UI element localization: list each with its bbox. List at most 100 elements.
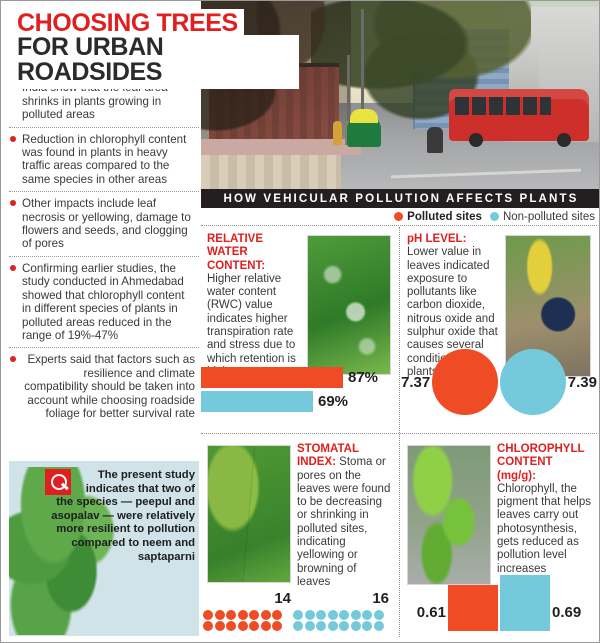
list-item: Experts said that factors such as resili… (9, 348, 199, 425)
page-title: CHOOSING TREES FOR URBAN ROADSIDES (9, 9, 299, 89)
pictogram-dot (237, 609, 248, 620)
bar-polluted (448, 585, 498, 631)
pictogram-dot (373, 621, 384, 631)
panel-chlorophyll-text: CHLOROPHYLL CONTENT (mg/g): Chlorophyll,… (407, 443, 591, 576)
pictogram-group-polluted: 14 (203, 590, 291, 631)
pictogram-dot (203, 621, 213, 631)
legend-label-non-polluted: Non-polluted sites (502, 210, 595, 223)
pictogram-dot (272, 609, 282, 620)
chart-stomatal-index: 14 16 (201, 589, 397, 631)
chart-relative-water-content: 87% 69% (201, 364, 397, 415)
photo-utility-pole (361, 9, 364, 129)
panel-divider-horizontal (201, 433, 597, 434)
chart-ph-level: 7.37 7.39 (401, 345, 597, 419)
chart-legend: Polluted sites Non-polluted sites (394, 208, 595, 225)
pictogram-dot (226, 609, 236, 620)
bullet-dot-icon (10, 200, 16, 207)
pictogram-dot (249, 621, 259, 631)
legend-dot-non-polluted-icon (489, 212, 499, 221)
photo-motorcyclist (427, 127, 443, 153)
panel-ph-level: pH LEVEL: Lower value in leaves indicate… (401, 227, 597, 423)
panel-stomatal-text: STOMATAL INDEX: Stoma or pores on the le… (207, 443, 391, 589)
key-findings-list: Several studies conducted in India show … (9, 63, 199, 463)
bar-value-polluted: 87% (348, 369, 379, 386)
panel-rwc-description: Higher relative water content (RWC) valu… (207, 272, 296, 378)
panel-ph-heading: pH LEVEL: (407, 233, 467, 245)
bubble-non-polluted (500, 349, 566, 415)
green-leaves-branch-photo (407, 445, 491, 585)
pictogram-dot (327, 609, 338, 620)
ph-value-non-polluted: 7.39 (567, 373, 597, 391)
photo-kerb (201, 139, 361, 155)
pictogram-dot (226, 621, 236, 631)
pictogram-dot (350, 621, 361, 631)
panel-stomatal-index: STOMATAL INDEX: Stoma or pores on the le… (201, 437, 397, 637)
page-title-line-1: CHOOSING TREES (9, 9, 244, 37)
pictogram-dot (304, 621, 315, 631)
list-item-text: Other impacts include leaf necrosis or y… (22, 197, 191, 251)
pictogram-dot (293, 621, 303, 631)
pictogram-value-non-polluted: 16 (372, 589, 389, 607)
panel-rwc-heading: RELATIVE WATER CONTENT: (207, 233, 266, 272)
pictogram-dots-non-polluted (293, 609, 389, 631)
chart-chlorophyll-content: 0.61 0.69 (401, 567, 597, 631)
photo-bus-wheel-front (469, 133, 483, 147)
pictogram-dot (316, 609, 326, 620)
pictogram-dot (339, 609, 349, 620)
photo-bus-wheel-rear (557, 133, 571, 147)
photo-footpath (201, 155, 341, 189)
panel-chlorophyll-body: CHLOROPHYLL CONTENT (mg/g): Chlorophyll,… (401, 437, 597, 585)
bar-polluted (201, 367, 343, 388)
page-title-line-2: FOR URBAN ROADSIDES (9, 34, 299, 89)
pictogram-dot (237, 621, 248, 631)
photo-red-bus (449, 89, 589, 147)
panel-stomatal-heading: STOMATAL INDEX: (297, 443, 359, 469)
pictogram-dot (339, 621, 349, 631)
pictogram-dot (327, 621, 338, 631)
bar-value-non-polluted: 0.69 (552, 604, 582, 621)
leaf-macro-photo (207, 445, 291, 583)
magnifier-icon (45, 469, 71, 495)
pictogram-dot (260, 621, 271, 631)
bullet-dot-icon (10, 135, 16, 142)
panel-divider-top (201, 225, 597, 226)
pictogram-dot (214, 621, 225, 631)
study-highlight-text: The present study indicates that two of … (51, 469, 195, 563)
list-item-text: Experts said that factors such as resili… (24, 353, 195, 420)
bar-value-polluted: 0.61 (416, 604, 446, 621)
list-item-text: Reduction in chlorophyll content was fou… (22, 132, 187, 186)
panel-chlorophyll-description: Chlorophyll, the pigment that helps leav… (497, 482, 591, 575)
photo-auto-roof (350, 109, 378, 123)
list-item: Confirming earlier studies, the study co… (9, 257, 199, 349)
panel-rwc-body: RELATIVE WATER CONTENT: Higher relative … (201, 227, 397, 379)
pictogram-dots-polluted (203, 609, 291, 631)
panel-stomatal-description: Stoma or pores on the leaves were found … (297, 456, 391, 588)
pictogram-group-non-polluted: 16 (293, 589, 389, 631)
peepul-leaves-photo (9, 467, 125, 635)
bar-value-non-polluted: 69% (318, 393, 349, 410)
photo-bus-windows (455, 97, 551, 115)
bullet-dot-icon (10, 264, 16, 271)
panel-chlorophyll-content: CHLOROPHYLL CONTENT (mg/g): Chlorophyll,… (401, 437, 597, 637)
panel-chlorophyll-heading: CHLOROPHYLL CONTENT (mg/g): (497, 443, 585, 482)
bubble-polluted (432, 349, 498, 415)
ph-value-polluted: 7.37 (401, 373, 431, 391)
pictogram-dot (373, 609, 384, 620)
panel-rwc-text: RELATIVE WATER CONTENT: Higher relative … (207, 233, 391, 379)
water-droplets-on-leaf-photo (307, 235, 391, 375)
bar-row-non-polluted: 69% (201, 391, 397, 412)
pictogram-dot (272, 621, 282, 631)
pictogram-dot (362, 609, 372, 620)
list-item: Other impacts include leaf necrosis or y… (9, 192, 199, 257)
pictogram-dot (350, 609, 361, 620)
pictogram-dot (293, 609, 303, 620)
pictogram-dot (214, 609, 225, 620)
panel-relative-water-content: RELATIVE WATER CONTENT: Higher relative … (201, 227, 397, 423)
photo-pedestrian-1 (333, 121, 342, 145)
pictogram-dot (362, 621, 372, 631)
photo-auto-rickshaw (347, 109, 381, 147)
section-banner: HOW VEHICULAR POLLUTION AFFECTS PLANTS (201, 189, 599, 208)
pictogram-dot (203, 609, 213, 620)
list-item-text: Confirming earlier studies, the study co… (22, 261, 185, 342)
